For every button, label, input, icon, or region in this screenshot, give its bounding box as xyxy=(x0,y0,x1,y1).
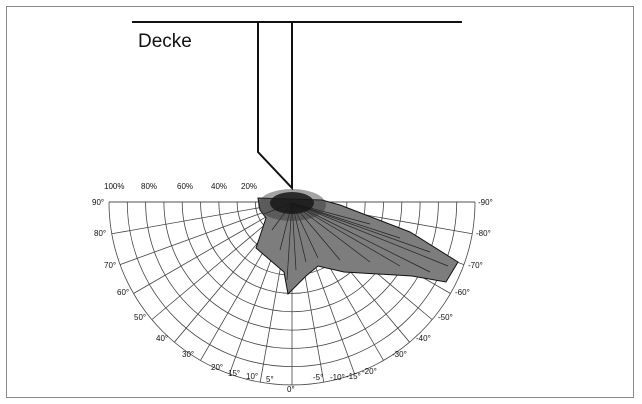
angle-label: 70° xyxy=(104,261,116,270)
hotspot xyxy=(270,192,314,214)
intensity-label: 100% xyxy=(104,182,124,191)
angle-label: -60° xyxy=(455,288,470,297)
angle-label: 10° xyxy=(246,372,258,381)
pattern-contour xyxy=(291,202,297,271)
angle-label-center: 0° xyxy=(287,385,295,394)
intensity-label: 40% xyxy=(211,182,227,191)
intensity-scale: 100% 80% 60% 40% 20% xyxy=(104,182,257,191)
angle-label: 90° xyxy=(92,198,104,207)
intensity-label: 60% xyxy=(177,182,193,191)
radiation-pattern xyxy=(255,189,459,296)
ceiling-label: Decke xyxy=(138,31,192,52)
angle-label: 15° xyxy=(228,369,240,378)
pattern-contour xyxy=(291,202,401,267)
angle-label: -50° xyxy=(438,313,453,322)
pattern-contour xyxy=(286,202,293,281)
angle-label: 20° xyxy=(211,363,223,372)
hotspot-halo xyxy=(258,189,326,221)
angle-label: 80° xyxy=(94,229,106,238)
angle-label: -5° xyxy=(313,373,323,382)
angle-label: -10° xyxy=(330,373,345,382)
angle-label: -70° xyxy=(468,261,483,270)
right-angle-scale: -90° -80° -70° -60° -50° -40° -30° -20° … xyxy=(313,198,493,382)
intensity-label: 80% xyxy=(141,182,157,191)
left-angle-scale: 90° 80° 70° 60° 50° 40° 30° 20° 15° 10° … xyxy=(92,198,274,384)
angle-label: 60° xyxy=(117,288,129,297)
fixture-body xyxy=(257,22,293,191)
pattern-contour xyxy=(291,202,371,263)
angle-label: -40° xyxy=(416,334,431,343)
angle-label: -90° xyxy=(478,198,493,207)
angle-label: 40° xyxy=(156,334,168,343)
pattern-contour xyxy=(291,202,431,273)
pattern-contour xyxy=(291,202,431,253)
pattern-area xyxy=(255,197,459,296)
pattern-contour xyxy=(291,202,449,267)
angle-label: -15° xyxy=(346,372,361,381)
angle-label: -80° xyxy=(476,229,491,238)
diagram-frame xyxy=(6,6,634,398)
angle-label: -20° xyxy=(362,367,377,376)
intensity-label: 20% xyxy=(241,182,257,191)
angle-label: 5° xyxy=(266,375,274,384)
angle-label: -30° xyxy=(392,350,407,359)
angle-label: 50° xyxy=(134,313,146,322)
angle-label: 30° xyxy=(182,350,194,359)
